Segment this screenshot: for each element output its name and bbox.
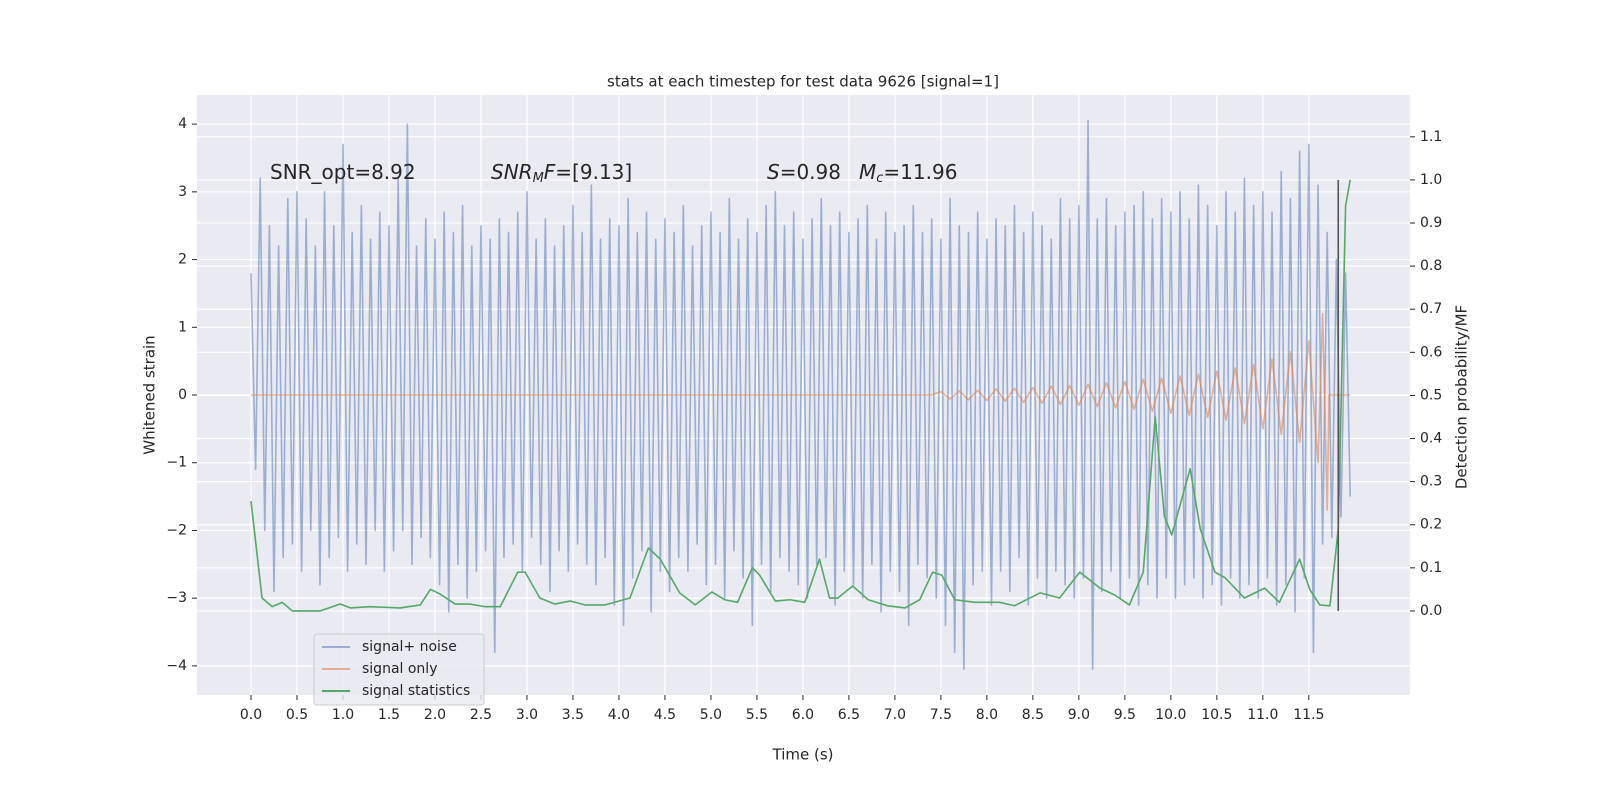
series-line (250, 312, 1351, 511)
y2-tick-label: 1.1 (1420, 129, 1442, 145)
series-line (250, 179, 1351, 612)
y-tick-label: 0 (178, 387, 187, 403)
y-axis-label: Whitened strain (141, 335, 159, 454)
annotation-part: SNR (491, 160, 533, 184)
annotation-part: M (533, 171, 544, 186)
x-tick-label: 4.5 (654, 707, 676, 723)
x-tick-label: 8.0 (976, 707, 998, 723)
y2-tick-label: 0.3 (1420, 474, 1442, 490)
annotation: Mc=11.96 (859, 160, 957, 186)
legend: signal+ noise signal only signal statistic… (313, 633, 485, 706)
x-tick-label: 10.5 (1201, 707, 1232, 723)
annotation-part: SNR_opt=8.92 (270, 160, 416, 184)
y-tick-label: 1 (178, 319, 187, 335)
chart-title: stats at each timestep for test data 962… (607, 73, 999, 91)
x-tick-label: 5.0 (700, 707, 722, 723)
x-tick-label: 11.0 (1247, 707, 1278, 723)
y2-tick-label: 0.5 (1420, 387, 1442, 403)
x-tick-label: 6.0 (792, 707, 814, 723)
y-tick-label: 2 (178, 252, 187, 268)
x-tick-label: 1.5 (378, 707, 400, 723)
x-tick-label: 6.5 (838, 707, 860, 723)
marks (250, 119, 1352, 671)
x-tick-label: 9.0 (1068, 707, 1090, 723)
x-axis-label: Time (s) (772, 746, 834, 764)
x-tick-label: 4.0 (608, 707, 630, 723)
x-tick-label: 0.0 (240, 707, 262, 723)
x-tick-label: 10.0 (1155, 707, 1186, 723)
y2-tick-label: 0.9 (1420, 215, 1442, 231)
x-tick-label: 2.5 (470, 707, 492, 723)
x-tick-label: 11.5 (1293, 707, 1324, 723)
annotation-part: =[9.13] (555, 160, 632, 184)
annotation-part: =0.98 (780, 160, 841, 184)
legend-label: signal only (362, 661, 437, 677)
y2-tick-label: 0.7 (1420, 301, 1442, 317)
y2-tick-label: 0.4 (1420, 431, 1442, 447)
legend-box (313, 633, 485, 706)
annotation-part: F (544, 160, 556, 184)
annotation: SNRMF=[9.13] (491, 160, 632, 186)
y2-tick-label: 0.1 (1420, 560, 1442, 576)
x-tick-label: 3.5 (562, 707, 584, 723)
y-tick-label: −4 (166, 658, 187, 674)
annotation-part: S (767, 160, 780, 184)
legend-label: signal+ noise (362, 639, 457, 655)
y2-tick-label: 0.2 (1420, 517, 1442, 533)
x-tick-label: 2.0 (424, 707, 446, 723)
x-tick-label: 5.5 (746, 707, 768, 723)
x-tick-label: 0.5 (286, 707, 308, 723)
y-tick-label: −1 (166, 455, 187, 471)
x-tick-label: 3.0 (516, 707, 538, 723)
annotation-part: c (876, 171, 883, 186)
y2-tick-label: 1.0 (1420, 172, 1442, 188)
y-tick-label: 4 (178, 116, 187, 132)
x-tick-label: 9.5 (1114, 707, 1136, 723)
x-tick-label: 7.0 (884, 707, 906, 723)
annotation-part: M (859, 160, 876, 184)
annotation-part: =11.96 (883, 160, 957, 184)
y-tick-label: −3 (166, 590, 187, 606)
y2-tick-label: 0.0 (1420, 603, 1442, 619)
x-tick-label: 8.5 (1022, 707, 1044, 723)
legend-label: signal statistics (362, 683, 470, 699)
y2-axis-label: Detection probability/MF (1453, 305, 1471, 489)
series-line (250, 119, 1352, 671)
annotation: SNR_opt=8.92 (270, 160, 416, 184)
y-tick-label: 3 (178, 184, 187, 200)
annotation: S=0.98 (767, 160, 841, 184)
x-tick-label: 1.0 (332, 707, 354, 723)
y2-tick-label: 0.8 (1420, 258, 1442, 274)
y-tick-label: −2 (166, 522, 187, 538)
annotations: SNR_opt=8.92 SNRMF=[9.13] S=0.98 Mc=11.96 (270, 160, 957, 186)
x-tick-label: 7.5 (930, 707, 952, 723)
y2-tick-label: 0.6 (1420, 344, 1442, 360)
